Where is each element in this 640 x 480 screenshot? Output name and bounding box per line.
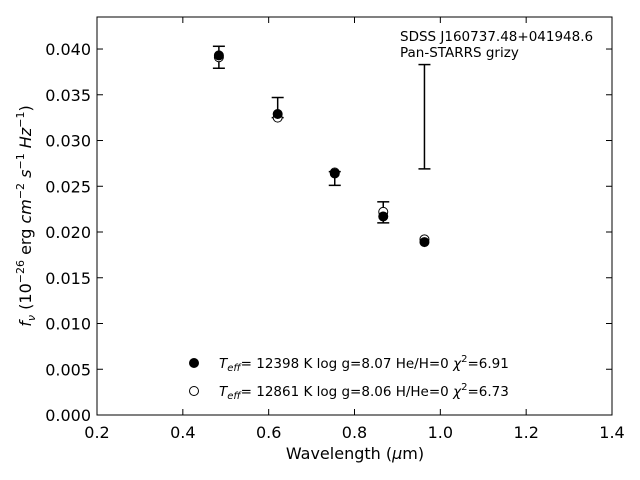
legend-entry-1: Teff= 12398 K log g=8.07 He/H=0 χ2=6.91	[219, 354, 509, 374]
x-tick-label: 0.4	[170, 423, 195, 442]
y-tick-label: 0.020	[45, 223, 91, 242]
y-axis-label: fν (10−26 erg cm−2 s−1 Hz−1)	[14, 105, 38, 326]
x-tick-label: 0.2	[84, 423, 109, 442]
y-tick-label: 0.000	[45, 406, 91, 425]
y-tick-label: 0.030	[45, 132, 91, 151]
point-filled	[378, 211, 389, 222]
y-tick-label: 0.025	[45, 177, 91, 196]
y-tick-label: 0.010	[45, 315, 91, 334]
data-marks	[212, 45, 431, 248]
point-filled	[272, 108, 283, 119]
x-tick-label: 1.0	[428, 423, 453, 442]
point-filled	[213, 50, 224, 61]
x-tick-label: 1.2	[513, 423, 538, 442]
axis-ticks: 0.2 0.4 0.6 0.8 1.0 1.2 1.4 0.000 0.005 0.010 0.01…	[45, 17, 625, 442]
point-filled	[329, 168, 340, 179]
y-tick-label: 0.040	[45, 40, 91, 59]
y-tick-label: 0.035	[45, 86, 91, 105]
x-tick-label: 0.6	[256, 423, 281, 442]
x-tick-label: 0.8	[342, 423, 367, 442]
legend: Teff= 12398 K log g=8.07 He/H=0 χ2=6.91 …	[189, 354, 509, 402]
legend-marker-filled	[189, 358, 199, 368]
y-tick-label: 0.015	[45, 269, 91, 288]
y-tick-label: 0.005	[45, 360, 91, 379]
annotation-line-1: SDSS J160737.48+041948.6	[400, 29, 593, 45]
legend-entry-2: Teff= 12861 K log g=8.06 H/He=0 χ2=6.73	[219, 382, 509, 402]
x-axis-label: Wavelength (μm)	[286, 444, 424, 463]
errorbar	[418, 63, 431, 170]
x-tick-label: 1.4	[599, 423, 624, 442]
legend-marker-open	[189, 386, 199, 396]
point-filled	[419, 237, 430, 248]
annotation-line-2: Pan-STARRS grizy	[400, 45, 519, 61]
